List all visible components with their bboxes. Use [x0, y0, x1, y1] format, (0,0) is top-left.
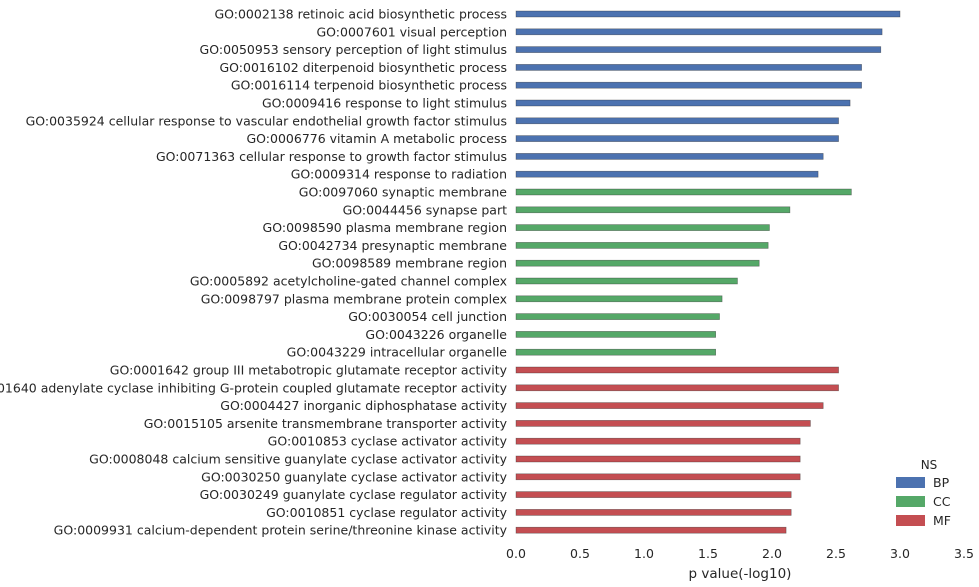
x-tick-label: 0.5	[570, 546, 590, 561]
x-tick-label: 3.0	[890, 546, 910, 561]
bar	[515, 10, 901, 18]
bar	[515, 277, 738, 285]
bar	[515, 99, 851, 107]
bar	[515, 509, 792, 516]
legend: NS BP CC MF	[896, 458, 951, 528]
category-label: GO:0030250 guanylate cyclase activator a…	[201, 469, 507, 484]
category-label: GO:0035924 cellular response to vascular…	[26, 113, 507, 128]
bar	[515, 242, 769, 249]
bar	[515, 81, 862, 89]
x-tick-label: 0.0	[506, 546, 526, 561]
x-tick-label: 2.5	[826, 546, 846, 561]
bar	[515, 153, 824, 160]
category-label: GO:0044456 synapse part	[343, 202, 507, 217]
bar	[515, 491, 792, 498]
bar	[515, 526, 787, 534]
category-label: GO:0006776 vitamin A metabolic process	[247, 131, 508, 146]
x-axis-label: p value(-log10)	[689, 566, 792, 582]
bar	[515, 402, 824, 409]
category-label: GO:0098589 membrane region	[312, 256, 507, 271]
category-label: GO:0009416 response to light stimulus	[262, 96, 507, 111]
category-label: GO:0050953 sensory perception of light s…	[200, 42, 507, 57]
bar	[515, 259, 760, 267]
category-label: GO:0010853 cyclase activator activity	[268, 434, 508, 449]
bar	[515, 366, 839, 374]
category-label: GO:0071363 cellular response to growth f…	[156, 149, 507, 164]
category-label: GO:0015105 arsenite transmembrane transp…	[144, 416, 508, 431]
bar	[515, 313, 720, 320]
category-label: GO:0030054 cell junction	[348, 309, 507, 324]
bar	[515, 420, 811, 427]
category-label: GO:0007601 visual perception	[316, 24, 507, 39]
bar	[515, 46, 882, 53]
bar	[515, 437, 801, 445]
category-label: GO:0008048 calcium sensitive guanylate c…	[89, 452, 507, 467]
bar	[515, 348, 716, 356]
bar	[515, 331, 716, 338]
category-label: GO:0043229 intracellular organelle	[287, 345, 508, 360]
category-label: GO:0098590 plasma membrane region	[263, 220, 507, 235]
bar-series	[515, 10, 901, 534]
category-label: GO:0097060 synaptic membrane	[299, 185, 508, 200]
bar	[515, 206, 791, 214]
x-tick-label: 3.5	[954, 546, 974, 561]
category-label: GO:0010851 cyclase regulator activity	[266, 505, 507, 520]
bar	[515, 455, 801, 463]
category-label: GO:0098797 plasma membrane protein compl…	[201, 291, 507, 306]
bar	[515, 188, 852, 196]
legend-swatch	[896, 515, 925, 526]
x-axis-ticks: 0.0 0.5 1.0 1.5 2.0 2.5 3.0 3.5	[506, 546, 974, 561]
x-tick-label: 2.0	[762, 546, 782, 561]
category-label: GO:0009314 response to radiation	[291, 167, 507, 182]
legend-swatch	[896, 496, 925, 507]
bar	[515, 28, 883, 36]
x-tick-label: 1.5	[698, 546, 718, 561]
bar	[515, 224, 770, 231]
legend-title: NS	[921, 458, 938, 472]
category-label: GO:0016102 diterpenoid biosynthetic proc…	[219, 60, 507, 75]
bar	[515, 170, 819, 178]
category-label: GO:0030249 guanylate cyclase regulator a…	[200, 487, 508, 502]
category-label: GO:0004427 inorganic diphosphatase activ…	[220, 398, 507, 413]
category-label: GO:0043226 organelle	[365, 327, 507, 342]
bar	[515, 135, 839, 142]
legend-label: MF	[933, 513, 951, 528]
x-tick-label: 1.0	[634, 546, 654, 561]
bar	[515, 64, 862, 71]
category-label: GO:0016114 terpenoid biosynthetic proces…	[231, 78, 507, 93]
legend-label: CC	[933, 494, 951, 509]
category-label: GO:0002138 retinoic acid biosynthetic pr…	[214, 7, 507, 22]
bar	[515, 384, 839, 392]
category-label: GO:0042734 presynaptic membrane	[278, 238, 507, 253]
category-labels: GO:0002138 retinoic acid biosynthetic pr…	[0, 7, 508, 538]
bar	[515, 295, 723, 303]
category-label: GO:0005892 acetylcholine-gated channel c…	[190, 274, 507, 289]
bar	[515, 473, 801, 481]
legend-swatch	[896, 477, 925, 488]
category-label: GO:0001642 group III metabotropic glutam…	[110, 363, 508, 378]
category-label: GO:0009931 calcium-dependent protein ser…	[54, 523, 508, 538]
legend-label: BP	[933, 475, 950, 490]
category-label: GO:0001640 adenylate cyclase inhibiting …	[0, 380, 508, 395]
bar	[515, 117, 839, 125]
